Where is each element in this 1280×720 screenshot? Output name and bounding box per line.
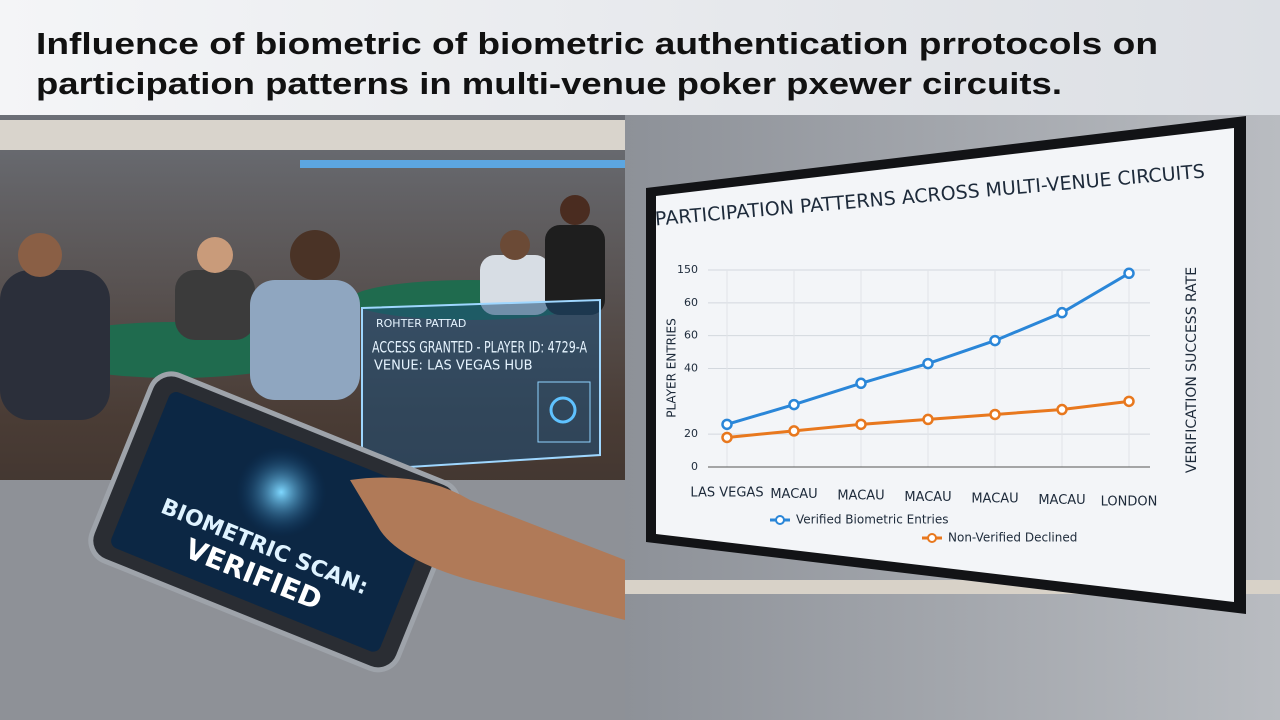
- y2-axis-label: VERIFICATION SUCCESS RATE: [1184, 267, 1200, 473]
- data-point: [788, 425, 800, 437]
- data-point: [922, 413, 934, 426]
- header: [0, 0, 1280, 115]
- holo-icon: [537, 381, 591, 443]
- data-point: [721, 431, 733, 444]
- data-point: [1056, 403, 1068, 416]
- data-point: [855, 418, 867, 431]
- y-tick-label: 0: [691, 460, 698, 473]
- data-point: [1123, 267, 1135, 280]
- people: [0, 195, 605, 420]
- holo-line: ACCESS GRANTED - PLAYER ID: 4729-A: [372, 338, 587, 357]
- y-tick-label: 60: [684, 296, 698, 309]
- title: participation patterns in multi-venue po…: [36, 66, 1062, 101]
- data-point: [922, 357, 934, 370]
- y-tick-label: 150: [677, 263, 698, 276]
- light-strip: [300, 160, 625, 168]
- title: Influence of biometric of biometric auth…: [36, 26, 1158, 61]
- ceiling: [0, 120, 625, 150]
- data-point: [989, 408, 1001, 421]
- y-axis-label: PLAYER ENTRIES: [665, 318, 679, 418]
- tablet: BIOMETRIC SCAN: VERIFIED: [88, 371, 461, 673]
- data-point: [855, 377, 867, 390]
- x-tick-label: MACAU: [904, 490, 951, 505]
- x-tick-label: MACAU: [770, 487, 817, 502]
- data-point: [721, 418, 733, 431]
- x-tick-label: LAS VEGAS: [690, 486, 763, 501]
- x-tick-label: MACAU: [837, 489, 884, 504]
- legend-swatch: [927, 533, 937, 543]
- x-tick-label: MACAU: [971, 492, 1018, 507]
- legend-label: Verified Biometric Entries: [796, 513, 948, 527]
- legend-swatch: [775, 515, 785, 525]
- data-point: [989, 334, 1001, 347]
- data-point: [1056, 306, 1068, 319]
- monitor-screen: [656, 128, 1234, 602]
- y-tick-label: 20: [684, 427, 698, 440]
- y-tick-label: 40: [684, 362, 698, 375]
- holo-line: VENUE: LAS VEGAS HUB: [374, 359, 533, 374]
- legend-label: Non-Verified Declined: [948, 531, 1077, 545]
- data-point: [1123, 395, 1135, 408]
- x-tick-label: MACAU: [1038, 493, 1085, 508]
- y-tick-label: 60: [684, 329, 698, 342]
- hologram: ROHTER PATTAD ACCESS GRANTED - PLAYER ID…: [361, 298, 601, 472]
- x-tick-label: LONDON: [1101, 495, 1158, 510]
- hand: [350, 477, 625, 620]
- data-point: [788, 398, 800, 411]
- holo-heading: ROHTER PATTAD: [376, 317, 466, 330]
